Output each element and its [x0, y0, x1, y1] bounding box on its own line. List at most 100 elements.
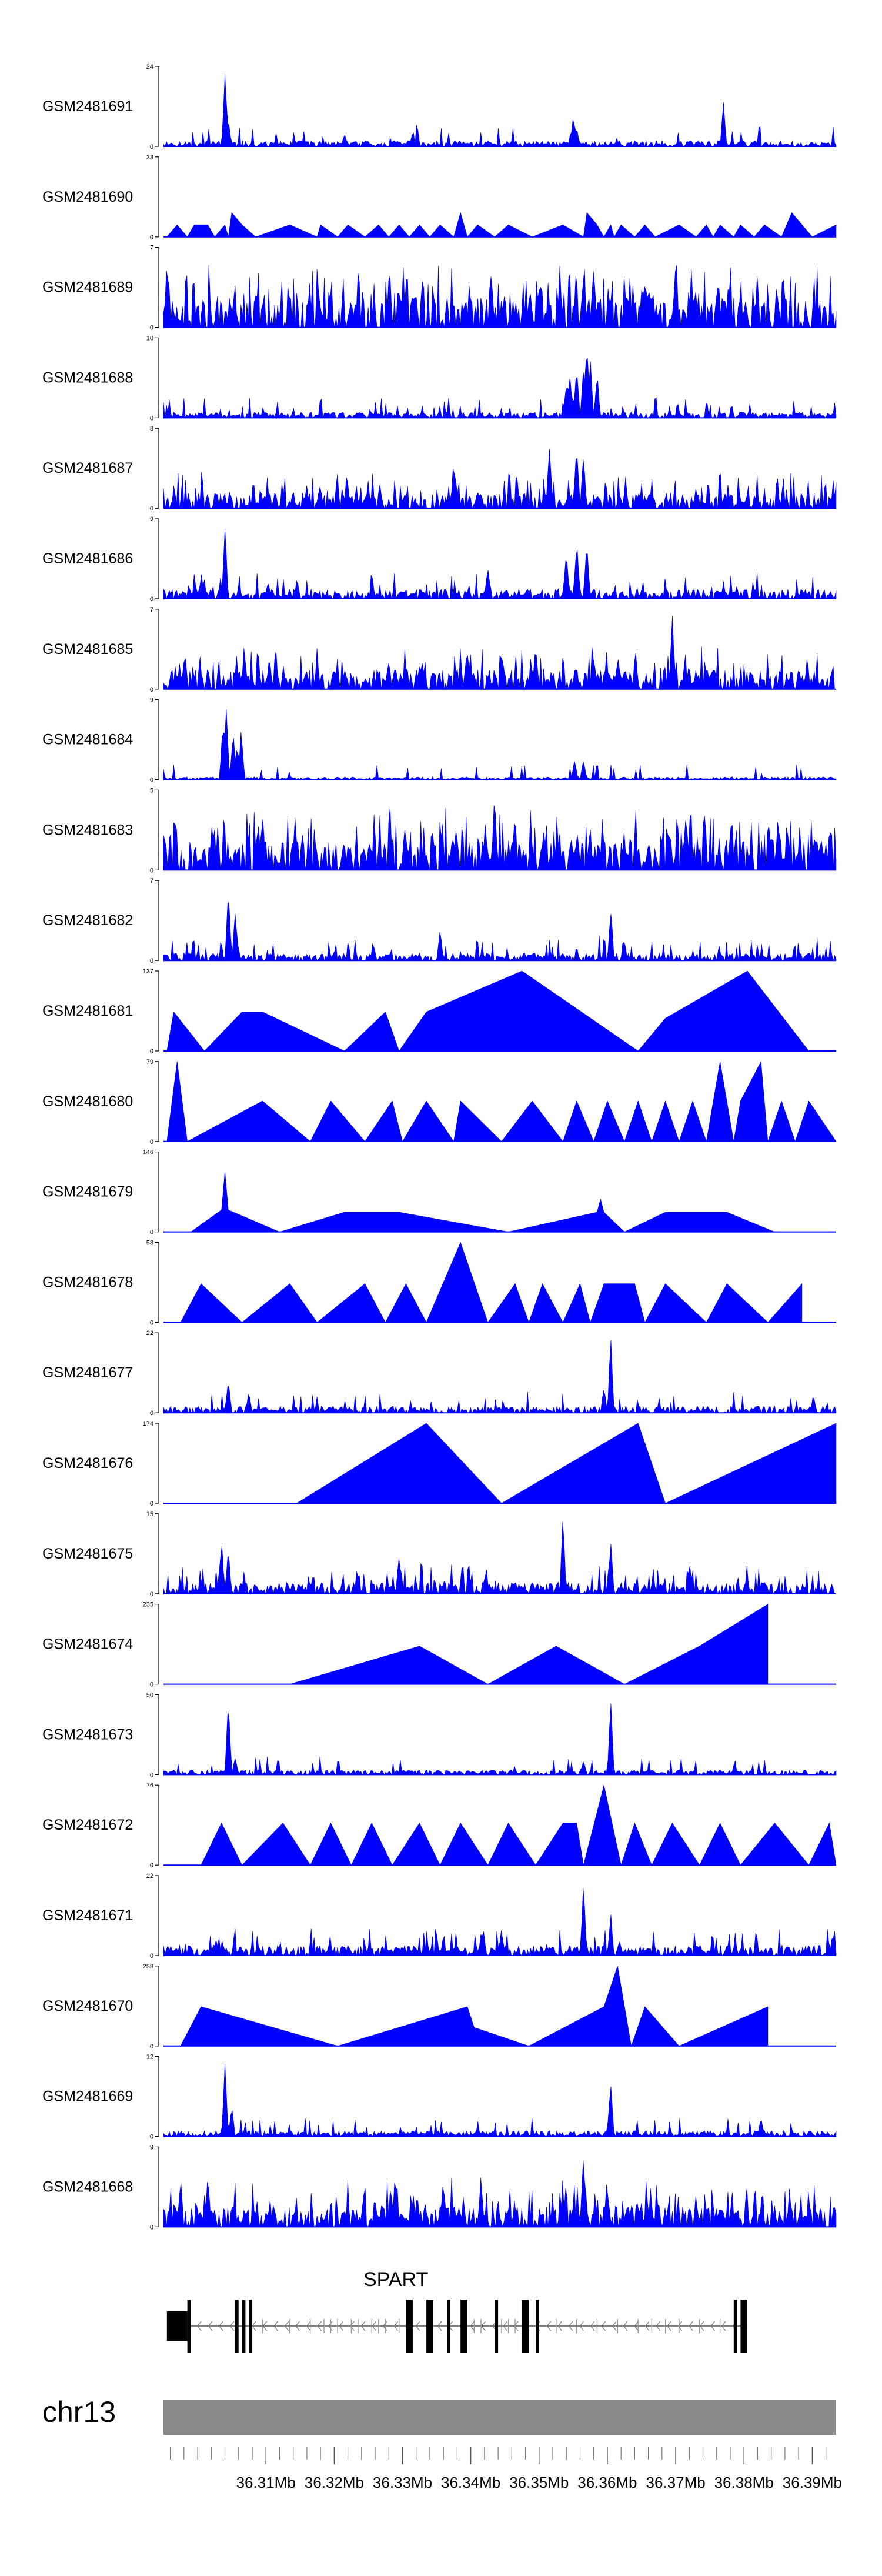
strand-arrow — [230, 2321, 235, 2331]
signal-area — [163, 2063, 837, 2137]
y-tick-max-label: 22 — [146, 1873, 153, 1880]
track-label: GSM2481673 — [42, 1726, 133, 1743]
track-label: GSM2481668 — [42, 2178, 133, 2195]
y-tick-min-label: 0 — [150, 1048, 153, 1055]
strand-arrow — [579, 2321, 584, 2331]
track-label: GSM2481676 — [42, 1455, 133, 1471]
strand-arrow — [339, 2321, 344, 2331]
chromosome-bar — [163, 2400, 836, 2435]
strand-arrow — [262, 2321, 268, 2331]
y-tick-max-label: 15 — [146, 1511, 153, 1518]
data-tracks: GSM2481691240GSM2481690330GSM248168970GS… — [42, 64, 837, 2231]
strand-arrow — [634, 2321, 639, 2331]
y-tick-max-label: 33 — [146, 154, 153, 161]
signal-area — [180, 1242, 803, 1323]
y-tick-min-label: 0 — [150, 686, 153, 693]
y-tick-min-label: 0 — [150, 867, 153, 874]
track-GSM2481680: GSM2481680 79 0 — [42, 1059, 837, 1146]
y-tick-max-label: 9 — [150, 2144, 153, 2151]
y-tick-max-label: 5 — [150, 787, 153, 794]
track-GSM2481682: GSM2481682 7 0 — [42, 877, 837, 965]
y-tick-max-label: 12 — [146, 2054, 153, 2061]
strand-arrow — [273, 2321, 278, 2331]
strand-arrow — [569, 2321, 573, 2331]
y-tick-max-label: 58 — [146, 1239, 153, 1246]
gene-label: SPART — [363, 2268, 428, 2291]
exon — [536, 2300, 539, 2353]
y-tick-min-label: 0 — [150, 144, 153, 151]
signal-area — [190, 1172, 775, 1232]
strand-arrow — [372, 2321, 376, 2331]
y-tick-min-label: 0 — [150, 415, 153, 422]
strand-arrow — [656, 2321, 660, 2331]
strand-arrow — [317, 2321, 322, 2331]
exon — [426, 2300, 433, 2353]
track-GSM2481686: GSM2481686 9 0 — [42, 516, 837, 603]
y-tick-max-label: 7 — [150, 606, 153, 613]
strand-arrow — [700, 2321, 704, 2331]
strand-arrow — [350, 2321, 355, 2331]
track-GSM2481678: GSM2481678 58 0 — [42, 1239, 836, 1326]
strand-arrow — [514, 2321, 519, 2331]
track-label: GSM2481670 — [42, 1998, 133, 2014]
x-tick-label: 36.34Mb — [441, 2474, 500, 2491]
x-tick-label: 36.37Mb — [646, 2474, 706, 2491]
y-tick-max-label: 258 — [143, 1963, 153, 1970]
signal-area — [163, 1888, 837, 1957]
y-tick-max-label: 7 — [150, 245, 153, 252]
track-label: GSM2481691 — [42, 98, 133, 115]
track-label: GSM2481683 — [42, 822, 133, 838]
exon — [447, 2300, 450, 2353]
signal-area — [163, 358, 837, 419]
track-GSM2481674: GSM2481674 235 0 — [42, 1601, 836, 1689]
x-tick-label: 36.39Mb — [783, 2474, 842, 2491]
track-GSM2481691: GSM2481691 24 0 — [42, 64, 837, 151]
track-label: GSM2481684 — [42, 732, 133, 748]
y-tick-max-label: 235 — [143, 1601, 153, 1609]
track-label: GSM2481671 — [42, 1907, 133, 1924]
track-GSM2481688: GSM2481688 10 0 — [42, 335, 837, 422]
strand-arrow — [710, 2321, 715, 2331]
track-label: GSM2481669 — [42, 2088, 133, 2105]
track-GSM2481669: GSM2481669 12 0 — [42, 2054, 837, 2141]
strand-arrow — [284, 2321, 289, 2331]
y-tick-min-label: 0 — [150, 234, 153, 241]
signal-area — [163, 265, 837, 328]
y-tick-min-label: 0 — [150, 505, 153, 512]
exon — [522, 2300, 529, 2353]
chromosome-ideogram-track: chr13 36.31Mb 36.32Mb 36.33Mb 36.34Mb 36.35Mb… — [42, 2395, 842, 2491]
x-tick-label: 36.38Mb — [714, 2474, 774, 2491]
signal-area — [163, 528, 837, 600]
signal-area — [166, 1060, 837, 1142]
y-tick-min-label: 0 — [150, 777, 153, 784]
x-tick-label: 36.32Mb — [305, 2474, 364, 2491]
track-label: GSM2481678 — [42, 1274, 133, 1290]
track-GSM2481685: GSM2481685 7 0 — [42, 606, 836, 693]
strand-arrow — [689, 2321, 693, 2331]
signal-area — [163, 1340, 837, 1414]
y-tick-max-label: 8 — [150, 425, 153, 432]
track-GSM2481672: GSM2481672 76 0 — [42, 1782, 837, 1869]
track-label: GSM2481687 — [42, 460, 133, 476]
strand-arrow — [546, 2321, 552, 2331]
exon — [187, 2300, 191, 2353]
signal-area — [201, 1785, 837, 1866]
track-GSM2481690: GSM2481690 33 0 — [42, 154, 837, 241]
signal-area — [166, 212, 837, 238]
track-GSM2481689: GSM2481689 7 0 — [42, 245, 837, 332]
strand-arrow — [667, 2321, 671, 2331]
x-tick-label: 36.36Mb — [577, 2474, 637, 2491]
strand-arrow — [208, 2321, 213, 2331]
y-tick-max-label: 9 — [150, 516, 153, 523]
track-GSM2481673: GSM2481673 50 0 — [42, 1691, 837, 1778]
signal-area — [163, 1521, 836, 1594]
signal-area — [289, 1604, 769, 1684]
y-tick-max-label: 22 — [146, 1330, 153, 1337]
signal-area — [163, 805, 837, 870]
signal-area — [163, 900, 837, 962]
chromosome-label: chr13 — [42, 2395, 116, 2428]
y-tick-min-label: 0 — [150, 1500, 153, 1507]
exon — [242, 2300, 246, 2353]
track-GSM2481677: GSM2481677 22 0 — [42, 1330, 837, 1417]
